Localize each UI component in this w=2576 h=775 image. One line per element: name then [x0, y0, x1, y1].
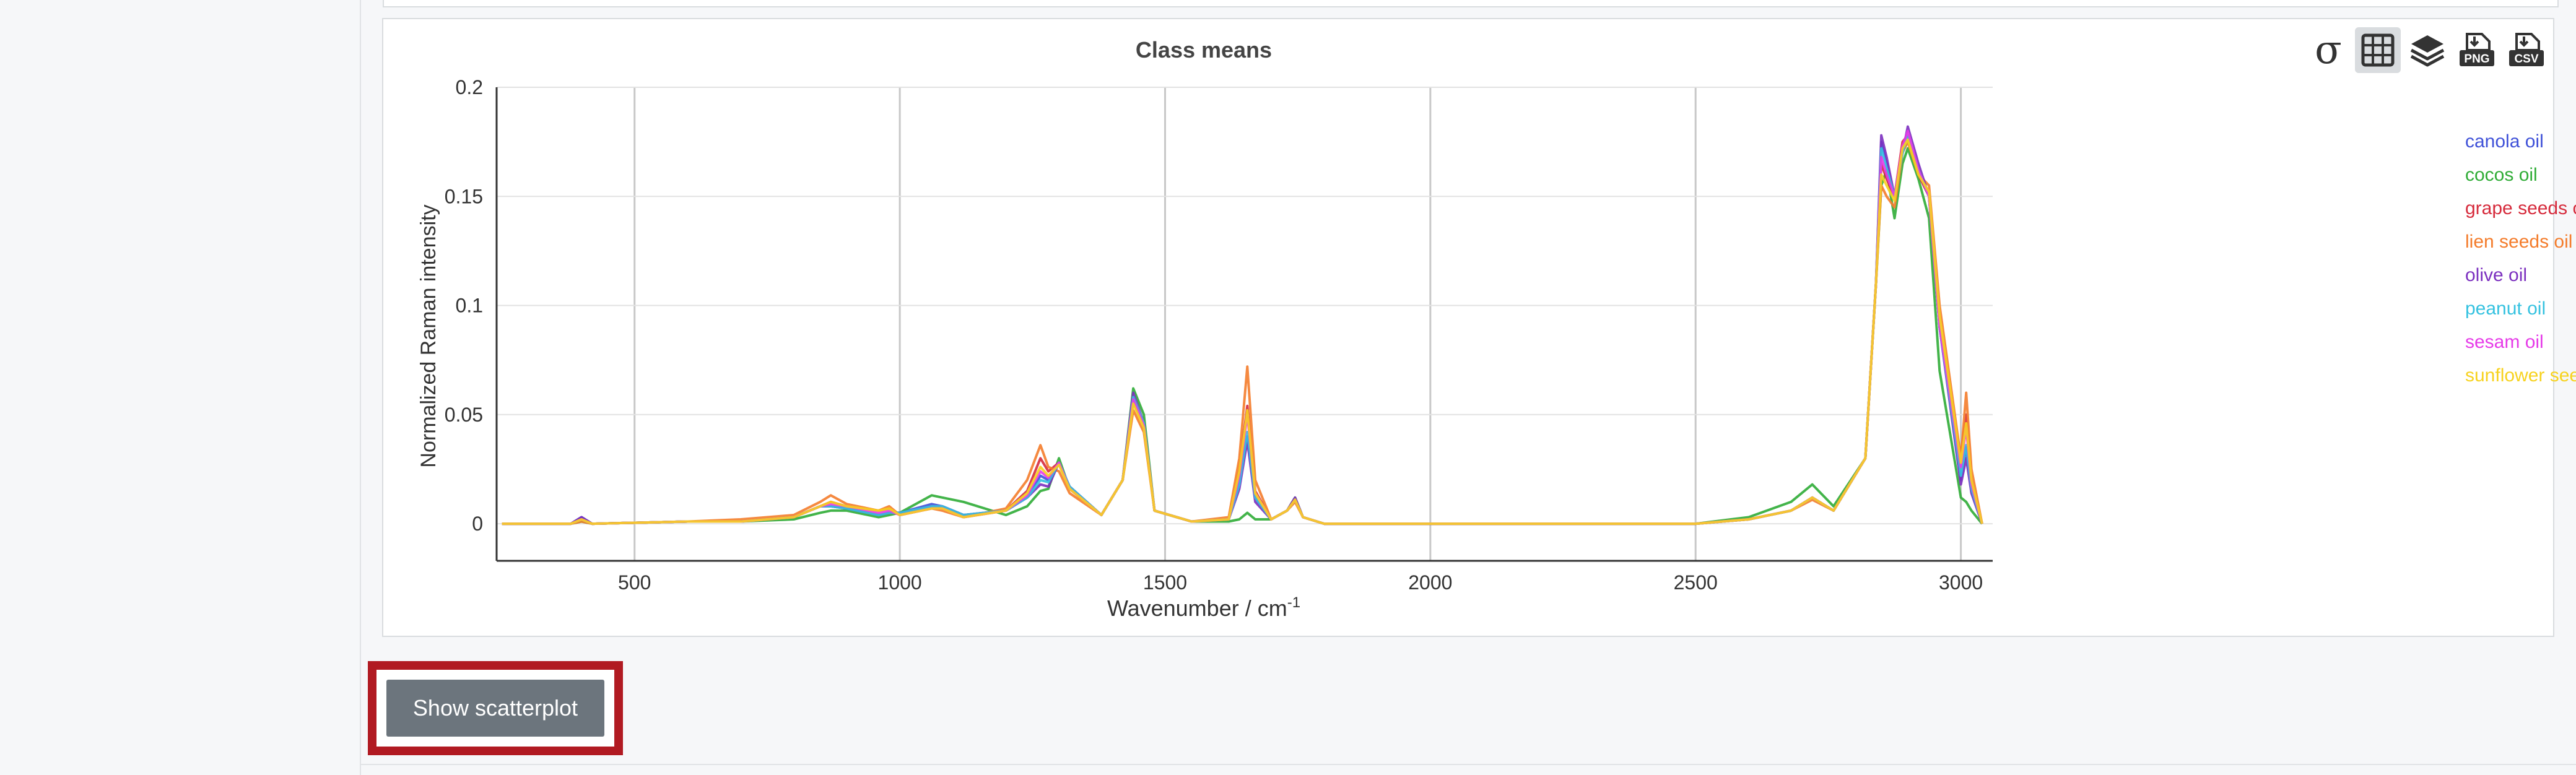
chart-title: Class means — [1136, 37, 1272, 63]
layers-toggle-button[interactable] — [2404, 27, 2450, 73]
x-tick-label: 1500 — [1143, 571, 1187, 594]
grid-lines — [497, 87, 1993, 561]
previous-panel-edge — [383, 0, 2559, 7]
legend-item-lien-seeds-oil[interactable]: lien seeds oil — [2465, 232, 2573, 252]
y-tick-label: 0.2 — [456, 76, 483, 98]
y-tick-label: 0.1 — [456, 295, 483, 317]
y-tick-label: 0.15 — [445, 185, 483, 207]
x-tick-label: 3000 — [1939, 571, 1983, 594]
x-axis-label: Wavenumber / cm-1 — [1107, 594, 1300, 621]
csv-label: CSV — [2514, 53, 2538, 66]
download-png-button[interactable]: PNG — [2454, 27, 2500, 73]
y-tick-label: 0 — [472, 513, 483, 535]
download-png-icon: PNG — [2460, 33, 2494, 66]
y-axis-label: Normalized Raman intensity — [417, 204, 440, 467]
series-line-peanut-oil — [502, 134, 1983, 526]
grid-icon — [2361, 33, 2395, 67]
legend-item-sesam-oil[interactable]: sesam oil — [2465, 332, 2544, 352]
series-lines — [502, 125, 1983, 526]
grid-toggle-button[interactable] — [2355, 27, 2401, 73]
x-axis-label-superscript: -1 — [1287, 594, 1300, 611]
std-toggle-button[interactable]: σ — [2305, 27, 2351, 73]
x-tick-label: 2000 — [1408, 571, 1452, 594]
x-tick-label: 500 — [618, 571, 651, 594]
legend-item-sunflower-seeds-oil[interactable]: sunflower seeds oil — [2465, 365, 2576, 386]
legend-item-cocos-oil[interactable]: cocos oil — [2465, 165, 2538, 185]
axes: 500 1000 1500 2000 2500 3000 0 0.05 0.1 0.15 0.2 — [445, 76, 1993, 594]
legend-item-grape-seeds-oil[interactable]: grape seeds oil — [2465, 198, 2576, 219]
series-line-sunflower-seeds-oil — [502, 138, 1983, 526]
left-gutter — [0, 0, 361, 775]
sigma-icon: σ — [2315, 27, 2342, 73]
y-tick-label: 0.05 — [445, 404, 483, 426]
png-label: PNG — [2464, 53, 2489, 66]
class-means-chart: 500 1000 1500 2000 2500 3000 0 0.05 0.1 0.15 0.2 C… — [417, 37, 1993, 621]
download-csv-icon: CSV — [2509, 33, 2544, 66]
layers-icon — [2410, 35, 2445, 67]
x-tick-label: 1000 — [878, 571, 922, 594]
chart-legend: canola oil cocos oil grape seeds oil lien s… — [2465, 131, 2576, 398]
download-csv-button[interactable]: CSV — [2504, 27, 2549, 73]
x-tick-label: 2500 — [1674, 571, 1718, 594]
legend-item-olive-oil[interactable]: olive oil — [2465, 265, 2528, 285]
show-scatterplot-button[interactable]: Show scatterplot — [386, 680, 604, 737]
class-means-chart-panel: 500 1000 1500 2000 2500 3000 0 0.05 0.1 0.15 0.2 C… — [382, 18, 2576, 637]
scatterplot-button-highlight: Show scatterplot — [368, 661, 623, 755]
bottom-divider — [361, 764, 2576, 765]
legend-item-peanut-oil[interactable]: peanut oil — [2465, 298, 2546, 319]
chart-toolbar: σ PNG — [2305, 24, 2549, 76]
x-axis-label-text: Wavenumber / cm — [1107, 595, 1287, 621]
legend-item-canola-oil[interactable]: canola oil — [2465, 131, 2544, 152]
